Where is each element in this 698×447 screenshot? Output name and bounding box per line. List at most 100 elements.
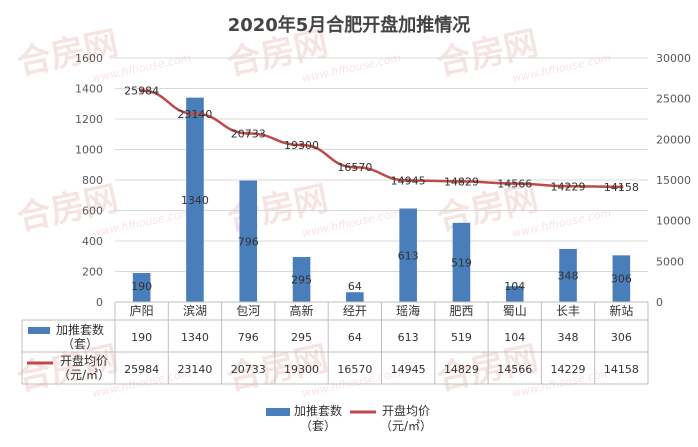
line-point xyxy=(566,184,571,189)
table-cell: 64 xyxy=(348,331,362,344)
table-cell: 20733 xyxy=(231,363,266,376)
bar-data-label: 64 xyxy=(348,280,362,293)
bar-data-label: 104 xyxy=(504,280,525,293)
category-label: 滨湖 xyxy=(183,303,207,318)
bar xyxy=(132,273,151,302)
category-label: 高新 xyxy=(290,303,314,318)
table-cell: 295 xyxy=(291,331,312,344)
table-cell: 14229 xyxy=(551,363,586,376)
line-point xyxy=(299,143,304,148)
y-right-tick-label: 10000 xyxy=(656,215,691,228)
line-data-label: 16570 xyxy=(337,161,372,174)
chart-title: 2020年5月合肥开盘加推情况 xyxy=(228,14,471,36)
category-label: 长丰 xyxy=(556,304,580,318)
category-label: 包河 xyxy=(236,304,260,318)
y-left-tick-label: 200 xyxy=(82,266,103,279)
category-label: 庐阳 xyxy=(130,303,154,318)
line-data-label: 14229 xyxy=(551,180,586,193)
bar-data-label: 295 xyxy=(291,274,312,287)
line-data-label: 20733 xyxy=(231,127,266,140)
y-left-tick-label: 1400 xyxy=(75,83,103,96)
line-point xyxy=(139,88,144,93)
bar-data-label: 190 xyxy=(131,280,152,293)
legend-label: 开盘均价 xyxy=(382,403,430,418)
category-label: 蜀山 xyxy=(503,304,527,318)
y-right-tick-label: 5000 xyxy=(656,255,684,268)
y-axis-right: 0 5000 10000 15000 20000 25000 30000 xyxy=(656,52,691,309)
table-cell: 190 xyxy=(131,331,152,344)
bar xyxy=(612,255,631,302)
table-cell: 14158 xyxy=(604,363,639,376)
line-point xyxy=(192,111,197,116)
bar xyxy=(505,286,524,302)
bar-data-label: 613 xyxy=(398,249,419,262)
bar xyxy=(399,208,417,302)
y-right-tick-label: 30000 xyxy=(656,52,691,65)
table-row-header: 加推套数 xyxy=(56,322,104,337)
line-point xyxy=(619,184,624,189)
legend-label: 加推套数 xyxy=(294,403,342,418)
line-data-label: 19300 xyxy=(284,139,319,152)
y-left-tick-label: 1200 xyxy=(75,113,103,126)
bar xyxy=(292,257,311,302)
table-cell: 348 xyxy=(558,331,579,344)
y-right-tick-label: 20000 xyxy=(656,133,691,146)
y-left-tick-label: 600 xyxy=(82,205,103,218)
table-row-header: （元/㎡） xyxy=(58,368,110,382)
legend-bar-swatch xyxy=(266,408,290,416)
line-data-label: 14566 xyxy=(497,178,532,191)
line-point xyxy=(512,181,517,186)
y-left-tick-label: 400 xyxy=(82,235,103,248)
table-cell: 613 xyxy=(398,331,419,344)
bar xyxy=(186,97,204,303)
category-label: 瑶海 xyxy=(396,303,420,318)
y-left-tick-label: 0 xyxy=(96,296,103,309)
table-cell: 19300 xyxy=(284,363,319,376)
bar xyxy=(452,222,471,302)
category-label: 经开 xyxy=(343,304,367,318)
y-left-tick-label: 1000 xyxy=(75,144,103,157)
table-cell: 14566 xyxy=(497,363,532,376)
bar-data-label: 1340 xyxy=(181,194,209,207)
line-data-label: 14829 xyxy=(444,175,479,188)
line-data-label: 14158 xyxy=(604,181,639,194)
line-point xyxy=(406,178,411,183)
table-cell: 796 xyxy=(238,331,259,344)
line-point xyxy=(246,131,251,136)
table-cell: 25984 xyxy=(124,363,159,376)
bar xyxy=(346,292,364,302)
table-cell: 14829 xyxy=(444,363,479,376)
table-cell: 23140 xyxy=(177,363,212,376)
legend: 加推套数（套） 开盘均价（元/㎡） xyxy=(266,403,432,433)
line-point xyxy=(352,165,357,170)
line-point xyxy=(459,179,464,184)
bar xyxy=(239,180,258,302)
bar-series: 190 1340 796 295 64 613 519 104 348 306 xyxy=(131,97,632,303)
line-series: 25984 23140 20733 19300 16570 14945 14829 14566… xyxy=(124,85,639,194)
bar-data-label: 519 xyxy=(451,256,472,269)
table-cell: 104 xyxy=(504,331,525,344)
y-left-tick-label: 1600 xyxy=(75,52,103,65)
table-row-header: 开盘均价 xyxy=(60,353,108,368)
legend-label: （元/㎡） xyxy=(380,419,432,433)
line-data-label: 25984 xyxy=(124,85,159,98)
price-line xyxy=(141,89,622,189)
table-cell: 519 xyxy=(451,331,472,344)
bar-data-label: 796 xyxy=(238,235,259,248)
category-label: 新站 xyxy=(609,303,633,318)
line-data-label: 14945 xyxy=(391,174,426,187)
y-right-tick-label: 0 xyxy=(656,296,663,309)
bar-data-label: 348 xyxy=(558,269,579,282)
table-bar-swatch xyxy=(28,327,50,334)
table-cell: 16570 xyxy=(337,363,372,376)
line-data-label: 23140 xyxy=(177,108,212,121)
table-cell: 306 xyxy=(611,331,632,344)
legend-label: （套） xyxy=(300,419,336,433)
y-right-tick-label: 15000 xyxy=(656,174,691,187)
bar xyxy=(559,248,577,302)
table-row-header: （套） xyxy=(62,337,98,351)
category-label: 肥西 xyxy=(449,304,473,318)
y-axis-left: 0 200 400 600 800 1000 1200 1400 1600 xyxy=(75,52,103,309)
